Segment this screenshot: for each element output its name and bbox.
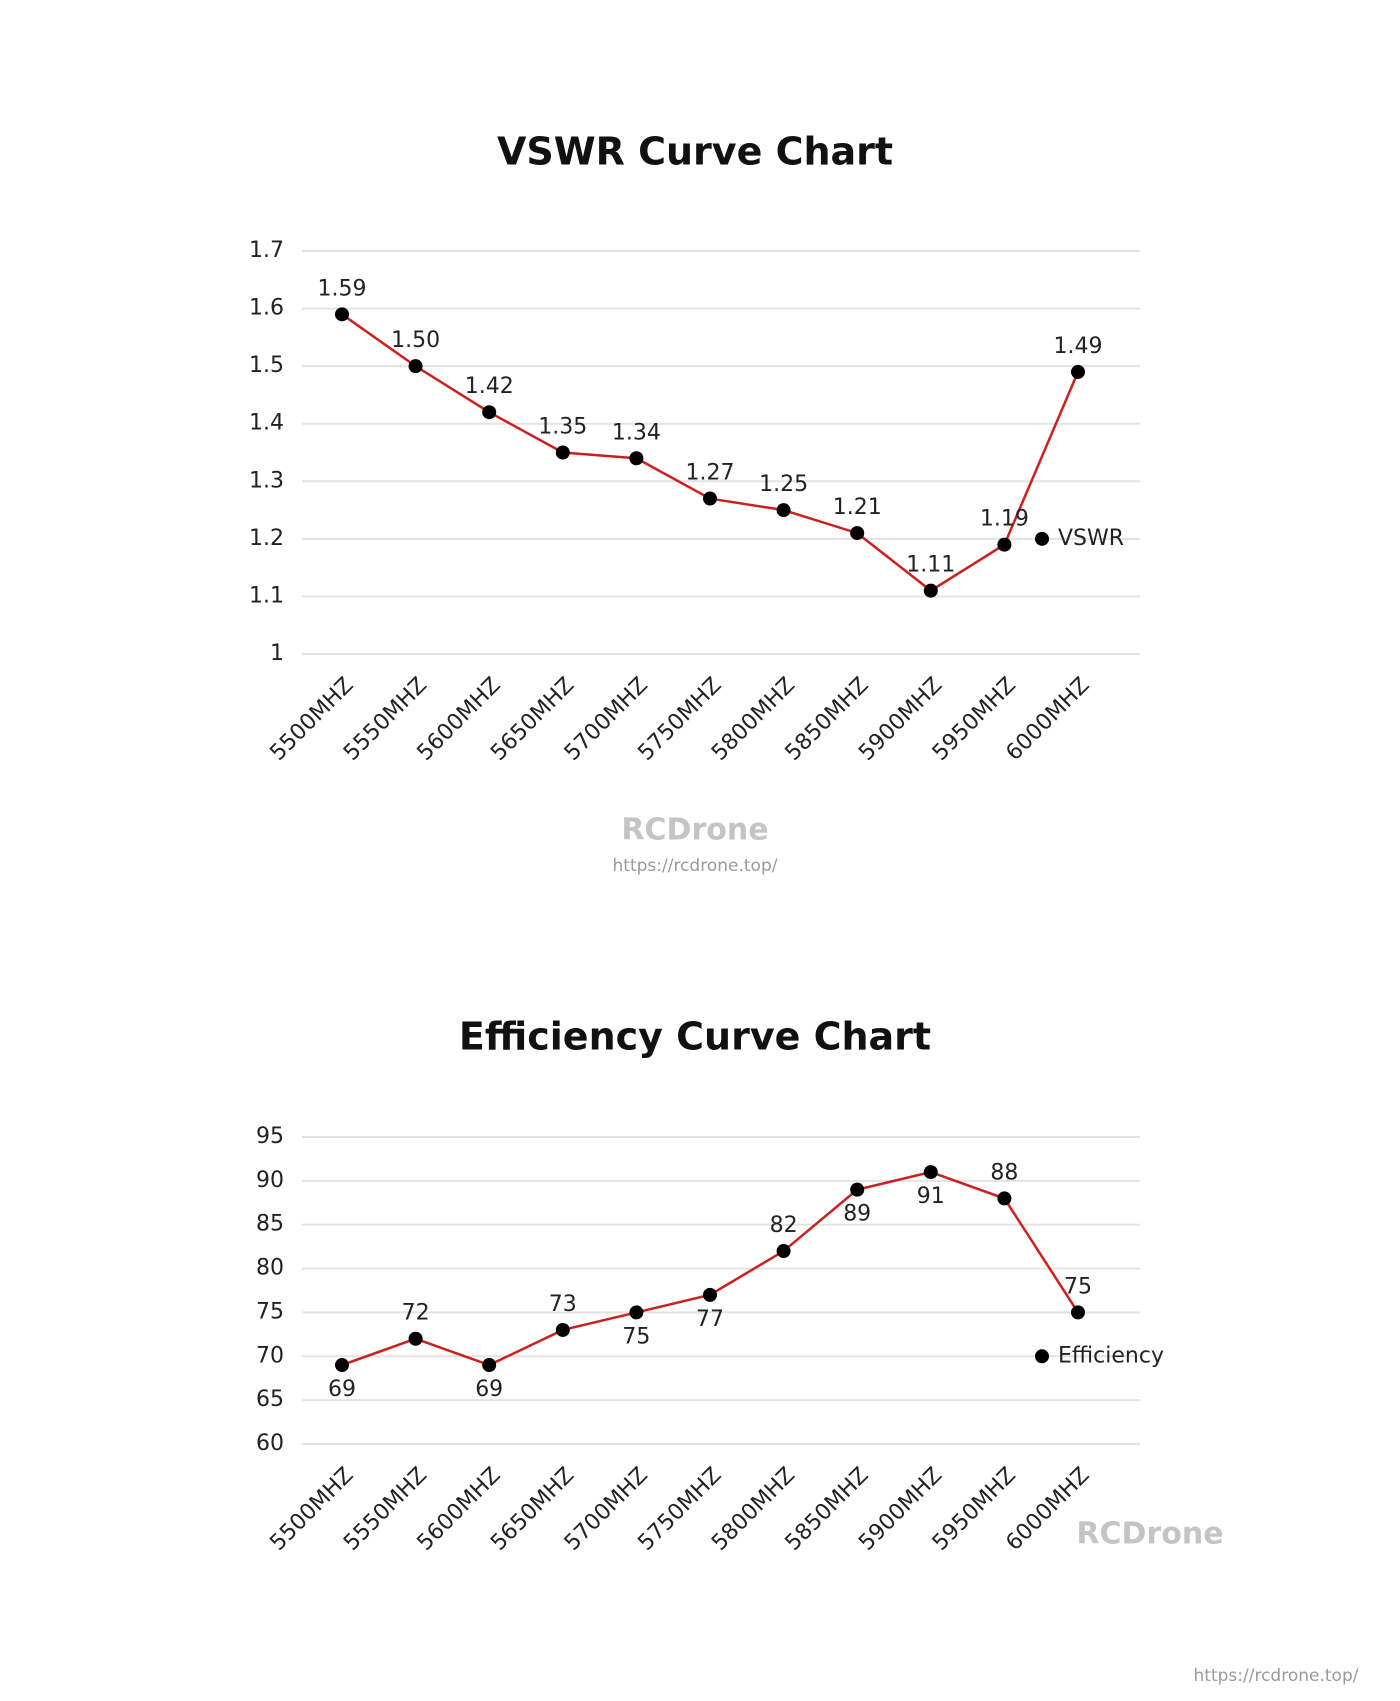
y-tick-label: 80 xyxy=(256,1256,284,1281)
data-label: 73 xyxy=(549,1292,577,1317)
data-point xyxy=(482,1358,497,1373)
y-tick-label: 60 xyxy=(256,1431,284,1456)
data-point xyxy=(997,1191,1012,1206)
data-point xyxy=(850,526,865,541)
data-label: 1.11 xyxy=(906,553,955,578)
data-label: 1.35 xyxy=(538,415,587,440)
data-label: 72 xyxy=(402,1301,430,1326)
data-label: 88 xyxy=(990,1160,1018,1185)
data-point xyxy=(629,451,644,466)
watermark-url: https://rcdrone.top/ xyxy=(613,856,778,876)
data-point xyxy=(703,491,717,506)
data-point xyxy=(1071,1305,1085,1320)
y-tick-label: 1.6 xyxy=(249,296,284,321)
watermark: RCDrone xyxy=(621,813,768,848)
data-point xyxy=(1071,364,1085,379)
y-tick-label: 1.5 xyxy=(249,353,284,378)
data-label: 1.21 xyxy=(833,495,882,520)
data-label: 91 xyxy=(917,1184,945,1209)
data-point xyxy=(555,1322,570,1337)
data-label: 1.42 xyxy=(465,374,514,399)
data-point xyxy=(923,1165,938,1180)
y-tick-label: 65 xyxy=(256,1387,284,1412)
data-point xyxy=(923,583,938,598)
data-point xyxy=(703,1287,717,1302)
data-point xyxy=(482,405,497,420)
data-label: 69 xyxy=(475,1377,503,1402)
y-tick-label: 1.2 xyxy=(249,526,284,551)
data-label: 1.49 xyxy=(1054,334,1103,359)
y-tick-label: 1.4 xyxy=(249,411,284,436)
watermark-url: https://rcdrone.top/ xyxy=(1194,1666,1359,1686)
data-label: 1.19 xyxy=(980,507,1029,532)
y-tick-label: 75 xyxy=(256,1299,284,1324)
data-label: 82 xyxy=(770,1213,798,1238)
data-point xyxy=(408,359,423,374)
data-label: 1.50 xyxy=(391,328,440,353)
watermark: RCDrone xyxy=(1076,1517,1223,1552)
data-label: 1.59 xyxy=(318,276,367,301)
data-label: 1.27 xyxy=(686,461,735,486)
data-point xyxy=(408,1331,423,1346)
y-tick-label: 1 xyxy=(270,641,284,666)
data-point xyxy=(776,1244,791,1259)
data-point xyxy=(335,1358,349,1373)
legend-marker xyxy=(1035,531,1049,546)
data-label: 1.34 xyxy=(612,420,661,445)
y-tick-label: 70 xyxy=(256,1343,284,1368)
data-label: 89 xyxy=(843,1202,871,1227)
y-tick-label: 1.3 xyxy=(249,468,284,493)
data-point xyxy=(776,503,791,518)
y-tick-label: 95 xyxy=(256,1124,284,1149)
data-label: 1.25 xyxy=(759,472,808,497)
y-tick-label: 85 xyxy=(256,1212,284,1237)
legend-marker xyxy=(1035,1349,1049,1364)
y-tick-label: 1.1 xyxy=(249,583,284,608)
data-point xyxy=(335,307,349,322)
y-tick-label: 1.7 xyxy=(249,238,284,263)
data-point xyxy=(850,1182,865,1197)
data-label: 75 xyxy=(1064,1274,1092,1299)
legend-label: Efficiency xyxy=(1058,1343,1164,1368)
data-label: 69 xyxy=(328,1377,356,1402)
chart-title: Efficiency Curve Chart xyxy=(459,1015,931,1059)
chart-title: VSWR Curve Chart xyxy=(497,130,893,174)
series-line xyxy=(341,313,1080,593)
y-tick-label: 90 xyxy=(256,1168,284,1193)
data-label: 75 xyxy=(622,1324,650,1349)
data-point xyxy=(555,445,570,460)
data-point xyxy=(629,1305,644,1320)
data-point xyxy=(997,537,1012,552)
data-label: 77 xyxy=(696,1307,724,1332)
legend-label: VSWR xyxy=(1058,526,1124,551)
